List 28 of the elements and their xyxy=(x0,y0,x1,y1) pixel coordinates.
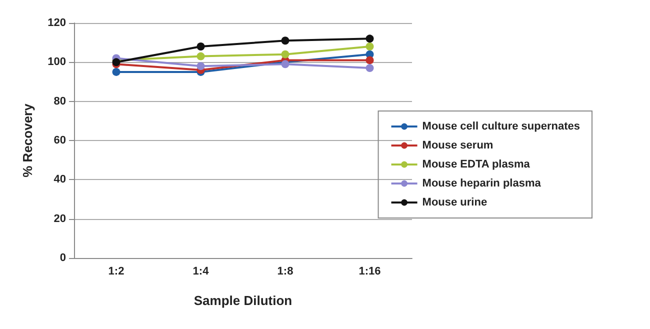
y-tick-label: 100 xyxy=(48,56,66,68)
point xyxy=(196,42,205,50)
point xyxy=(196,62,205,70)
y-tick-label: 40 xyxy=(54,174,66,186)
y-axis-title: % Recovery xyxy=(20,102,35,178)
point xyxy=(366,42,374,50)
y-tick-label: 120 xyxy=(48,17,66,29)
point xyxy=(281,50,290,58)
x-tick-label: 1:8 xyxy=(277,266,294,278)
y-tick-label: 20 xyxy=(54,212,66,225)
x-tick-label: 1:2 xyxy=(108,266,124,278)
x-tick-label: 1:16 xyxy=(358,266,381,278)
point xyxy=(366,56,374,64)
legend-label: Mouse serum xyxy=(422,140,494,152)
point xyxy=(366,34,374,43)
y-tick-label: 80 xyxy=(54,95,66,108)
y-tick-label: 60 xyxy=(54,134,66,146)
legend-label: Mouse heparin plasma xyxy=(422,178,542,190)
legend-label: Mouse cell culture supernates xyxy=(422,120,580,132)
y-tick-label: 0 xyxy=(60,252,66,264)
legend-label: Mouse urine xyxy=(422,196,488,208)
legend-label: Mouse EDTA plasma xyxy=(422,158,531,170)
point xyxy=(281,36,290,45)
x-axis-title: Sample Dilution xyxy=(194,293,292,308)
x-tick-label: 1:4 xyxy=(192,266,210,278)
point xyxy=(112,68,120,76)
point xyxy=(196,52,205,60)
point xyxy=(366,64,374,72)
